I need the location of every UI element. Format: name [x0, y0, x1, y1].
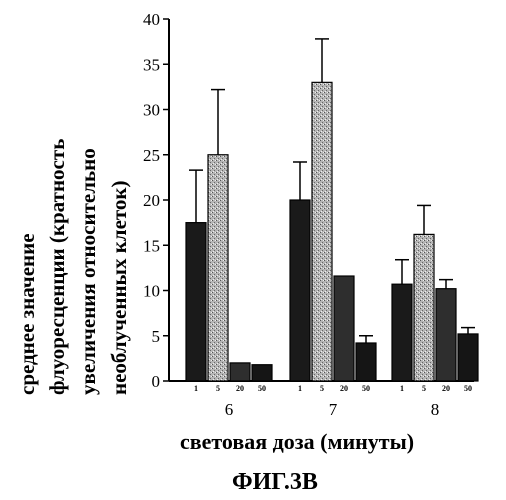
y-tick-label: 10	[143, 282, 160, 301]
bar-sub-label: 50	[258, 384, 266, 393]
bar	[230, 363, 250, 381]
y-tick-label: 35	[143, 55, 160, 74]
bar	[252, 365, 272, 381]
bar	[458, 334, 478, 381]
y-tick-label: 0	[152, 372, 161, 391]
y-axis-label-line-1: среднее значение	[15, 233, 39, 395]
bar	[334, 276, 354, 381]
bar	[312, 82, 332, 381]
bar-sub-label: 1	[194, 384, 198, 393]
bar-sub-label: 20	[236, 384, 244, 393]
bar-sub-label: 50	[464, 384, 472, 393]
category-label: 8	[431, 400, 440, 419]
bar-sub-label: 1	[298, 384, 302, 393]
figure-caption: ФИГ.3В	[232, 469, 318, 495]
bar	[186, 223, 206, 381]
y-tick-label: 15	[143, 236, 160, 255]
bar-sub-label: 50	[362, 384, 370, 393]
bar-sub-label: 5	[216, 384, 220, 393]
x-axis-label: световая доза (минуты)	[180, 429, 414, 454]
plot-area: 0510152025303540152050152050152050678	[143, 10, 478, 419]
bar	[414, 234, 434, 381]
bar	[208, 155, 228, 381]
bar	[356, 343, 376, 381]
category-label: 7	[329, 400, 338, 419]
bar	[290, 200, 310, 381]
bar	[392, 284, 412, 381]
bar-sub-label: 5	[320, 384, 324, 393]
y-tick-label: 30	[143, 101, 160, 120]
y-tick-label: 40	[143, 10, 160, 29]
y-tick-label: 20	[143, 191, 160, 210]
bar-sub-label: 1	[400, 384, 404, 393]
y-axis-label-line-2: флуоресценции (кратность	[45, 139, 69, 395]
bar-sub-label: 20	[442, 384, 450, 393]
y-axis-label: среднее значение флуоресценции (кратност…	[15, 139, 131, 395]
bar-sub-label: 20	[340, 384, 348, 393]
bar	[436, 289, 456, 381]
category-label: 6	[225, 400, 234, 419]
y-tick-label: 25	[143, 146, 160, 165]
y-axis-label-line-4: необлученных клеток)	[107, 180, 131, 395]
y-tick-label: 5	[152, 327, 161, 346]
y-axis-label-line-3: увеличения относительно	[76, 148, 100, 395]
bar-sub-label: 5	[422, 384, 426, 393]
